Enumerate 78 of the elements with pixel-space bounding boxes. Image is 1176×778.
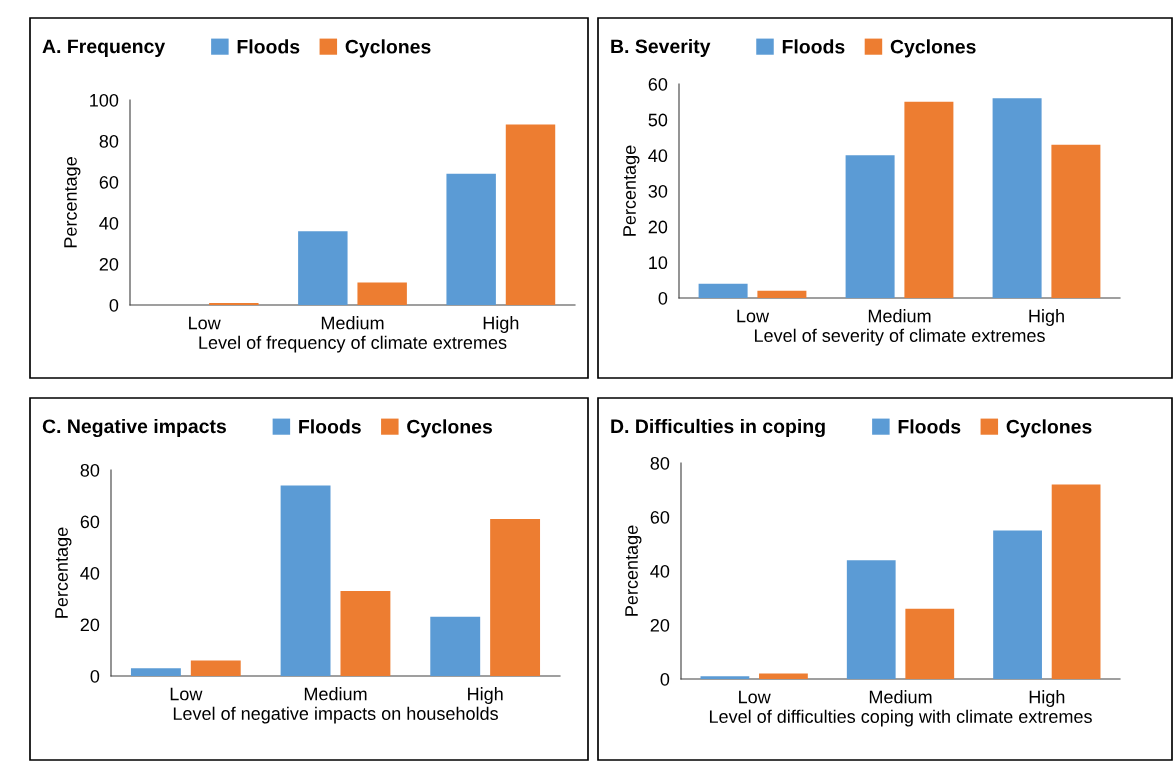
x-axis-title: Level of difficulties coping with climate extremes: [709, 709, 1092, 727]
bar: [357, 282, 407, 305]
x-tick-label: High: [1029, 690, 1065, 707]
y-axis-title: Percentage: [64, 157, 81, 248]
y-axis-title: Percentage: [625, 525, 642, 616]
bar: [698, 283, 748, 298]
y-tick-label: 60: [650, 510, 670, 524]
chart-title: A. Frequency: [42, 39, 166, 58]
bar: [993, 530, 1042, 679]
bar: [759, 673, 808, 679]
legend-label: Floods: [237, 39, 300, 54]
y-tick-label: 80: [99, 134, 119, 148]
y-tick-label: 80: [80, 463, 100, 477]
y-tick-label: 60: [99, 175, 119, 189]
y-tick-label: 100: [90, 93, 119, 107]
bar: [430, 616, 481, 676]
bar: [904, 101, 954, 298]
x-tick-label: High: [1029, 309, 1064, 326]
bar: [340, 591, 391, 676]
bar: [992, 98, 1042, 298]
legend-label: Floods: [299, 419, 361, 434]
bar: [1051, 484, 1101, 679]
x-tick-label: High: [483, 316, 519, 333]
x-tick-label: Low: [739, 690, 771, 704]
bar: [130, 668, 181, 676]
x-tick-label: Low: [189, 316, 221, 330]
chart-title: B. Severity: [611, 38, 711, 58]
bar: [757, 290, 807, 298]
y-tick-label: 20: [648, 220, 668, 234]
y-axis-title: Percentage: [55, 527, 72, 618]
bar: [190, 660, 241, 676]
y-tick-label: 40: [80, 566, 100, 580]
y-tick-label: 20: [80, 618, 100, 632]
x-tick-label: Medium: [304, 687, 367, 701]
y-tick-label: 0: [658, 291, 668, 305]
x-tick-label: Low: [737, 309, 770, 323]
y-tick-label: 20: [99, 257, 119, 271]
x-tick-label: High: [468, 687, 503, 704]
x-tick-label: Medium: [869, 690, 932, 704]
y-tick-label: 40: [99, 216, 119, 230]
bar: [446, 173, 496, 305]
y-axis-title: Percentage: [623, 145, 640, 236]
chart-title: D. Difficulties in coping: [611, 418, 825, 438]
y-tick-label: 0: [660, 672, 670, 686]
legend-label: Cyclones: [890, 39, 976, 58]
y-tick-label: 10: [649, 256, 668, 270]
legend-label: Floods: [782, 39, 845, 54]
bar: [505, 124, 556, 305]
y-tick-label: 80: [650, 456, 670, 470]
bar: [209, 302, 259, 305]
y-tick-label: 0: [109, 298, 119, 312]
legend-label: Cyclones: [1006, 419, 1092, 438]
x-tick-label: Medium: [321, 316, 384, 330]
bar: [905, 608, 955, 679]
x-tick-label: Medium: [868, 309, 931, 323]
y-tick-label: 50: [648, 113, 668, 127]
bar: [846, 560, 896, 679]
legend-label: Cyclones: [407, 419, 492, 438]
bar: [1051, 144, 1101, 298]
y-tick-label: 40: [648, 149, 668, 163]
y-tick-label: 60: [80, 515, 100, 529]
bar: [280, 485, 331, 676]
legend-label: Floods: [898, 419, 961, 434]
bar: [298, 231, 348, 305]
y-tick-label: 60: [648, 77, 668, 91]
y-tick-label: 40: [650, 564, 670, 578]
bar: [845, 155, 895, 298]
y-tick-label: 0: [90, 669, 100, 683]
bar: [490, 518, 541, 676]
x-tick-label: Low: [170, 687, 203, 701]
x-axis-title: Level of negative impacts on households: [173, 706, 498, 724]
x-axis-title: Level of severity of climate extremes: [754, 328, 1045, 346]
bar: [700, 676, 750, 679]
y-tick-label: 20: [650, 618, 670, 632]
x-axis-title: Level of frequency of climate extremes: [199, 335, 507, 353]
y-tick-label: 30: [648, 184, 668, 198]
chart-title: C. Negative impacts: [42, 418, 226, 438]
legend-label: Cyclones: [345, 39, 431, 58]
